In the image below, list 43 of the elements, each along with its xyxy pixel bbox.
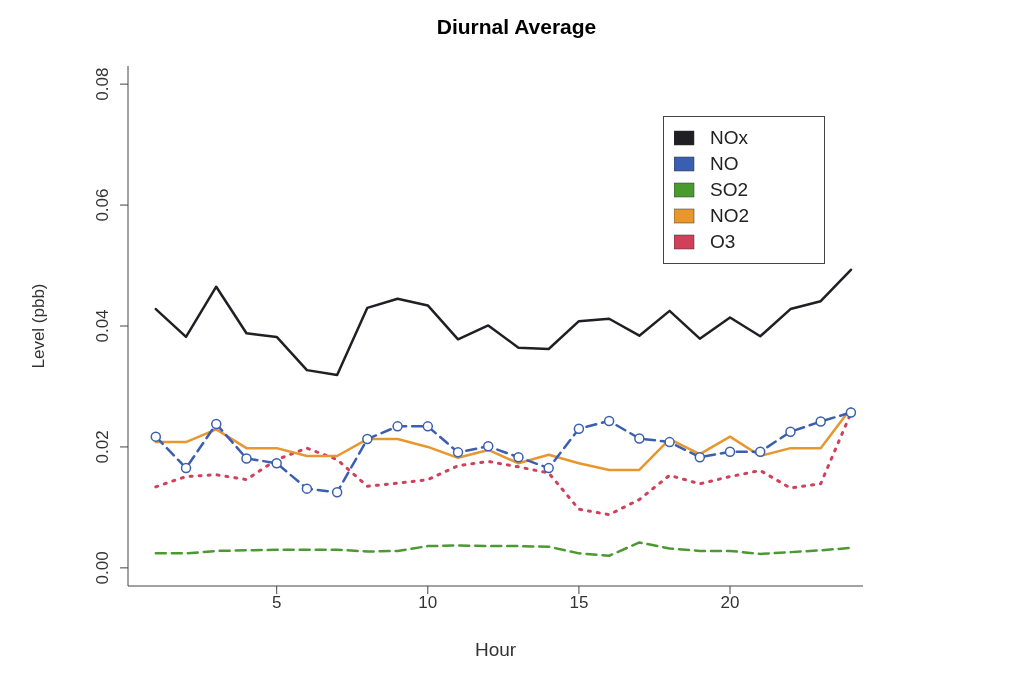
point xyxy=(543,462,554,474)
point xyxy=(724,446,736,458)
x-tick-label: 5 xyxy=(271,593,282,613)
point xyxy=(815,416,826,427)
y-tick-label: 0.02 xyxy=(93,430,112,464)
point xyxy=(422,421,434,432)
point xyxy=(241,453,252,464)
point xyxy=(180,462,192,474)
point xyxy=(452,447,464,458)
point xyxy=(694,451,706,463)
x-tick-label: 15 xyxy=(569,593,589,613)
point xyxy=(785,426,796,438)
y-tick-label: 0.06 xyxy=(93,188,112,222)
point xyxy=(573,423,585,435)
y-tick-label: 0.04 xyxy=(93,309,112,343)
point xyxy=(331,487,343,498)
point xyxy=(211,418,222,430)
point xyxy=(603,415,615,427)
legend-label: O3 xyxy=(710,231,736,253)
point xyxy=(634,433,645,444)
y-tick-label: 0.00 xyxy=(93,551,112,585)
point xyxy=(664,436,675,448)
x-axis-title: Hour xyxy=(474,639,517,660)
line-series xyxy=(154,541,853,558)
point xyxy=(513,451,524,463)
chart-title: Diurnal Average xyxy=(435,14,598,40)
point xyxy=(483,441,494,452)
point xyxy=(845,407,857,418)
legend-label: SO2 xyxy=(710,179,749,201)
x-tick-label: 20 xyxy=(720,593,740,613)
point xyxy=(392,421,403,432)
legend-label: NO xyxy=(710,153,739,175)
y-axis-title: Level (pbb) xyxy=(29,283,49,369)
legend-label: NOx xyxy=(710,127,748,149)
line-series xyxy=(154,268,853,377)
y-tick-label: 0.08 xyxy=(93,67,112,101)
x-tick-label: 10 xyxy=(418,593,438,613)
point xyxy=(755,446,766,458)
point xyxy=(150,431,162,442)
point xyxy=(362,433,373,445)
point xyxy=(271,458,282,469)
legend-label: NO2 xyxy=(710,205,750,227)
point xyxy=(301,483,313,494)
